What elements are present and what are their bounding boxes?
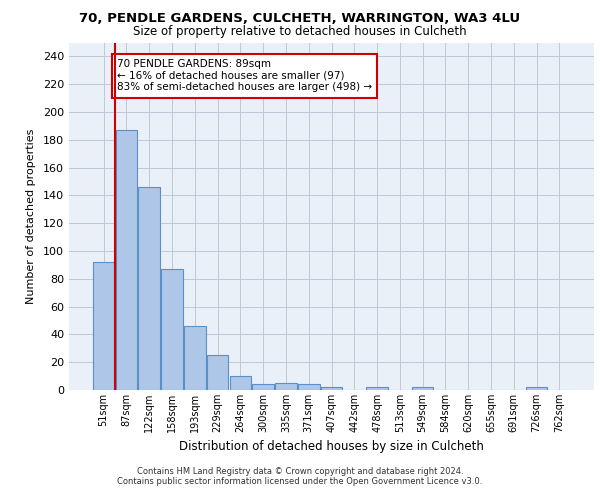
Bar — [526, 387, 547, 390]
Bar — [93, 262, 115, 390]
Bar — [207, 355, 229, 390]
Text: Size of property relative to detached houses in Culcheth: Size of property relative to detached ho… — [133, 25, 467, 38]
Bar — [139, 187, 160, 390]
Bar — [366, 387, 388, 390]
Bar — [253, 384, 274, 390]
Bar — [298, 384, 320, 390]
Bar — [412, 387, 433, 390]
X-axis label: Distribution of detached houses by size in Culcheth: Distribution of detached houses by size … — [179, 440, 484, 454]
Bar — [161, 269, 183, 390]
Text: Contains public sector information licensed under the Open Government Licence v3: Contains public sector information licen… — [118, 477, 482, 486]
Bar — [116, 130, 137, 390]
Text: 70, PENDLE GARDENS, CULCHETH, WARRINGTON, WA3 4LU: 70, PENDLE GARDENS, CULCHETH, WARRINGTON… — [79, 12, 521, 26]
Y-axis label: Number of detached properties: Number of detached properties — [26, 128, 36, 304]
Bar — [184, 326, 206, 390]
Text: Contains HM Land Registry data © Crown copyright and database right 2024.: Contains HM Land Registry data © Crown c… — [137, 467, 463, 476]
Bar — [275, 383, 297, 390]
Bar — [320, 387, 343, 390]
Bar — [230, 376, 251, 390]
Text: 70 PENDLE GARDENS: 89sqm
← 16% of detached houses are smaller (97)
83% of semi-d: 70 PENDLE GARDENS: 89sqm ← 16% of detach… — [117, 59, 372, 92]
